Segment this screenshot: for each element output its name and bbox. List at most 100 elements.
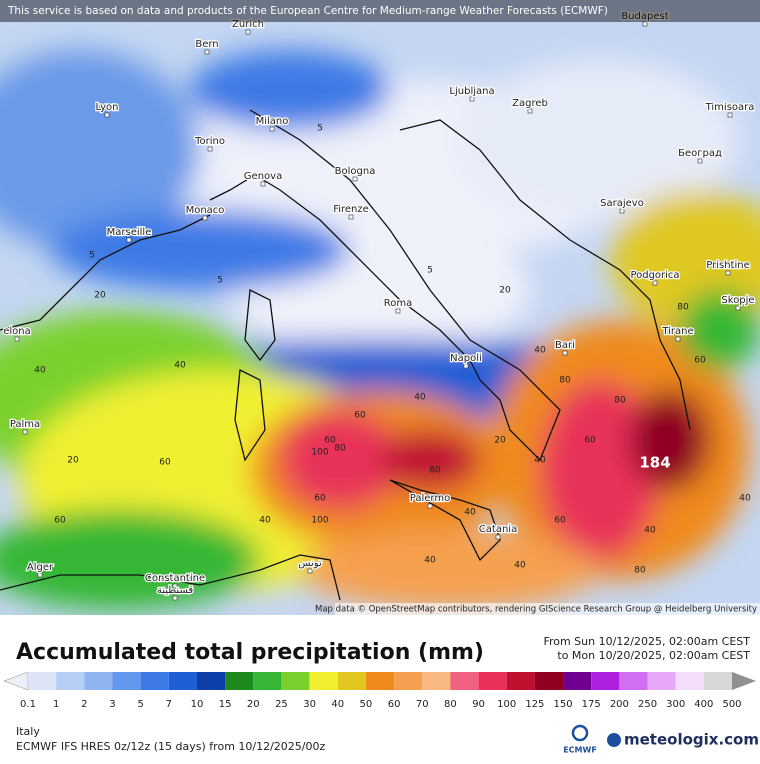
colorbar-level: 20 [247, 699, 260, 710]
contour-label: 40 [534, 346, 546, 356]
contour-label: 100 [311, 516, 328, 526]
city-label: Marseille [107, 227, 152, 238]
city-marker [527, 108, 533, 114]
contour-label: 60 [584, 436, 596, 446]
contour-label: 80 [559, 376, 571, 386]
colorbar-swatch [422, 672, 451, 690]
colorbar-swatch [84, 672, 113, 690]
city-marker [727, 112, 733, 118]
city-marker [22, 429, 28, 435]
region: Italy [16, 725, 40, 738]
city-marker [735, 305, 741, 311]
city-label: Bologna [335, 166, 376, 177]
colorbar-swatch [253, 672, 282, 690]
colorbar-level: 80 [444, 699, 457, 710]
colorbar-swatch [168, 672, 197, 690]
contour-label: 80 [429, 466, 441, 476]
city-label: Constantine [145, 573, 205, 584]
colorbar-level: 70 [416, 699, 429, 710]
city-label: Roma [384, 298, 413, 309]
model-info: ECMWF IFS HRES 0z/12z (15 days) from 10/… [16, 740, 326, 753]
city-marker [14, 336, 20, 342]
colorbar-swatch [56, 672, 85, 690]
city-label: Palermo [410, 493, 450, 504]
brand: meteologix.com [624, 731, 759, 749]
city-label: Ljubljana [449, 86, 494, 97]
city-marker [352, 176, 358, 182]
contour-label: 40 [34, 366, 46, 376]
contour-label: 60 [554, 516, 566, 526]
city-marker [619, 208, 625, 214]
colorbar-level: 500 [722, 699, 741, 710]
colorbar-level: 2 [81, 699, 87, 710]
colorbar-swatch [365, 672, 395, 690]
city-label: Milano [256, 116, 289, 127]
city-marker [495, 534, 501, 540]
colorbar-level: 30 [303, 699, 316, 710]
ecmwf-label: ECMWF [563, 746, 597, 755]
city-label: Monaco [186, 205, 225, 216]
colorbar-swatch [337, 672, 366, 690]
city-label: Lyon [95, 102, 118, 113]
contour-label: 60 [324, 436, 336, 446]
colorbar-level: 150 [553, 699, 572, 710]
contour-label: 40 [174, 361, 186, 371]
colorbar-swatch [478, 672, 507, 690]
city-marker [126, 237, 132, 243]
colorbar-swatch [703, 672, 732, 690]
colorbar-swatch [450, 672, 479, 690]
colorbar-swatch [281, 672, 310, 690]
colorbar-level: 40 [331, 699, 344, 710]
city-marker [562, 350, 568, 356]
colorbar-level: 125 [525, 699, 544, 710]
city-label: Napoli [450, 353, 482, 364]
period-from: From Sun 10/12/2025, 02:00am CEST [543, 635, 750, 648]
contour-label: 40 [414, 393, 426, 403]
contour-label: 40 [259, 516, 271, 526]
colorbar-swatch [647, 672, 676, 690]
city-label: Tirane [661, 326, 693, 337]
colorbar-arrow-low [3, 671, 29, 691]
city-marker [697, 158, 703, 164]
colorbar-level: 175 [582, 699, 601, 710]
contour-label: 40 [424, 556, 436, 566]
colorbar-level: 3 [109, 699, 115, 710]
colorbar-swatch [591, 672, 620, 690]
colorbar-level: 5 [137, 699, 143, 710]
colorbar-level: 100 [497, 699, 516, 710]
city-label: Firenze [333, 204, 369, 215]
brand-logo [607, 733, 621, 747]
contour-label: 80 [677, 303, 689, 313]
contour-label: 100 [311, 448, 328, 458]
city-marker [348, 214, 354, 220]
city-marker [642, 21, 648, 27]
contour-label: 60 [694, 356, 706, 366]
colorbar-level: 1 [53, 699, 59, 710]
colorbar-swatch [225, 672, 254, 690]
city-label: Bari [555, 340, 575, 351]
contour-label: 40 [514, 561, 526, 571]
colorbar-level: 90 [472, 699, 485, 710]
colorbar-swatch [196, 672, 226, 690]
city-label: elona [3, 326, 31, 337]
colorbar-swatch [28, 672, 57, 690]
contour-label: 80 [334, 444, 346, 454]
city-label: Budapest [621, 11, 668, 22]
colorbar-level: 25 [275, 699, 288, 710]
contour-label: 40 [534, 456, 546, 466]
legend-title: Accumulated total precipitation (mm) [16, 640, 484, 665]
colorbar-swatch [309, 672, 338, 690]
colorbar-swatch [112, 672, 141, 690]
contour-label: 5 [89, 251, 95, 261]
contour-label: 5 [317, 124, 323, 134]
city-label: Torino [194, 136, 225, 147]
contour-label: 5 [427, 266, 433, 276]
contour-label: 20 [494, 436, 506, 446]
city-marker [675, 336, 681, 342]
colorbar-level: 200 [610, 699, 629, 710]
city-marker [395, 308, 401, 314]
city-marker [172, 595, 178, 601]
city-label: Genova [244, 171, 282, 182]
contour-label: 60 [314, 494, 326, 504]
